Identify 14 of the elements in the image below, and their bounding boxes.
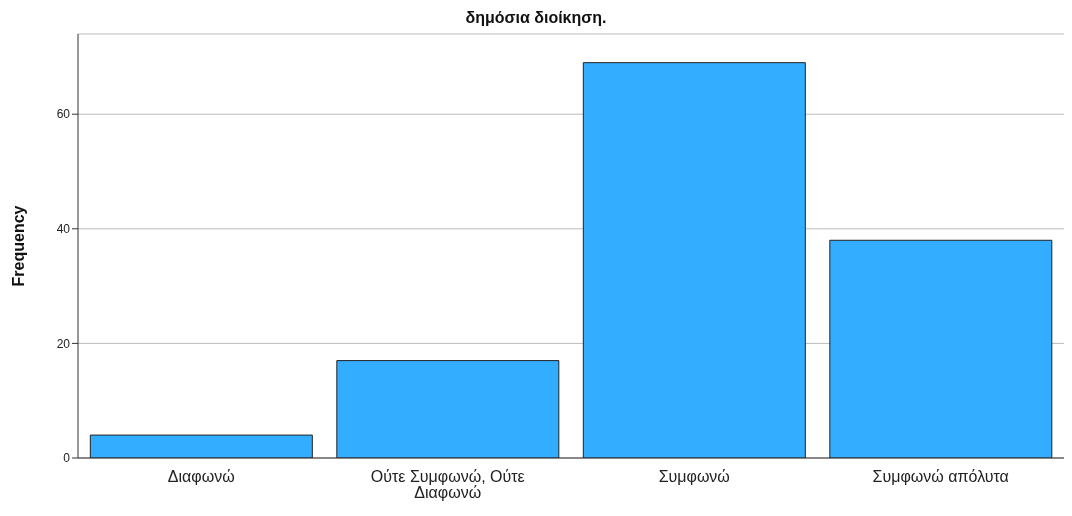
- chart-title: δημόσια διοίκηση.: [464, 8, 608, 28]
- y-tick-label: 60: [56, 107, 71, 122]
- bar: [582, 62, 806, 458]
- bar: [89, 434, 313, 458]
- x-tick-label: Συμφωνώ απόλυτα: [872, 468, 1009, 485]
- y-axis-title: Frequency: [9, 205, 27, 287]
- x-tick-label: Ούτε Συμφωνώ, Ούτε Διαφωνώ: [370, 468, 525, 501]
- bar: [336, 360, 560, 458]
- x-tick-label: Διαφωνώ: [167, 468, 235, 485]
- bar: [829, 239, 1053, 458]
- y-tick-label: 0: [63, 451, 71, 466]
- y-tick-label: 40: [56, 222, 71, 237]
- y-tick-label: 20: [56, 336, 71, 351]
- x-tick-label: Συμφωνώ: [658, 468, 730, 485]
